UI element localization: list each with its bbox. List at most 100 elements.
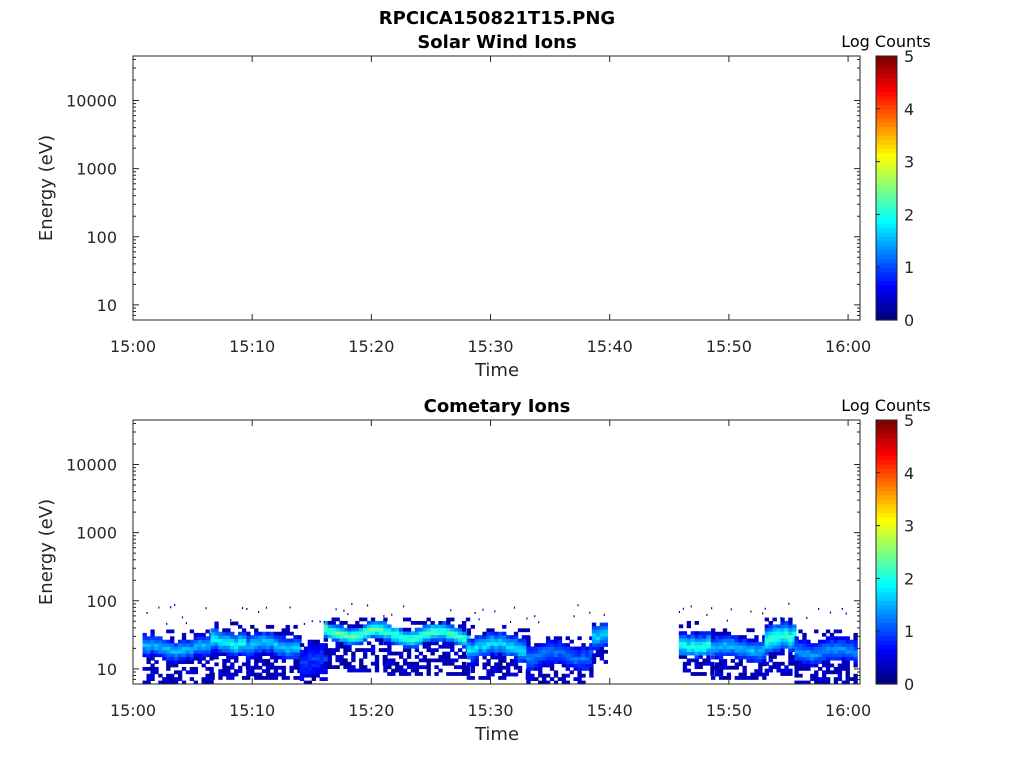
heat-cell xyxy=(399,634,404,639)
plot-frame xyxy=(132,419,861,685)
heat-cell xyxy=(490,665,495,670)
heat-cell xyxy=(426,627,431,632)
heat-cell xyxy=(391,668,396,673)
heat-cell xyxy=(825,677,831,681)
heat-cell xyxy=(538,621,540,624)
heat-cell xyxy=(526,660,531,664)
heat-cell xyxy=(849,646,854,651)
heat-cell xyxy=(494,669,499,674)
heat-cell xyxy=(542,646,547,651)
heat-cell xyxy=(258,641,263,646)
heat-cell xyxy=(258,665,263,670)
heat-cell xyxy=(526,646,531,651)
heat-cell xyxy=(821,670,827,675)
heat-cell xyxy=(694,655,699,659)
heat-cell xyxy=(359,641,364,646)
heat-cell xyxy=(450,658,455,663)
heat-cell xyxy=(430,638,435,642)
heat-cell xyxy=(327,665,332,669)
colorbar-swatch xyxy=(876,293,897,299)
heat-cell xyxy=(482,631,487,636)
heat-cell xyxy=(825,660,831,664)
heat-cell xyxy=(355,668,360,673)
heat-cell xyxy=(426,638,431,642)
heat-cell xyxy=(297,669,302,674)
heat-cell xyxy=(517,659,523,663)
heat-cell xyxy=(678,648,684,653)
heat-cell xyxy=(226,676,231,680)
heat-cell xyxy=(299,643,305,647)
heat-cell xyxy=(258,648,263,653)
heat-cell xyxy=(363,651,368,656)
heat-cell xyxy=(142,680,147,685)
heat-cell xyxy=(181,666,187,671)
heat-cell xyxy=(281,655,286,660)
heat-cell xyxy=(193,646,198,651)
heat-cell xyxy=(714,635,720,639)
colorbar-swatch xyxy=(876,196,897,202)
heat-cell xyxy=(502,672,507,677)
heat-cell xyxy=(742,665,747,670)
heat-cell xyxy=(750,648,755,653)
heat-cell xyxy=(764,631,769,636)
heat-cell xyxy=(258,676,263,680)
colorbar-swatch xyxy=(876,289,897,295)
heat-cell xyxy=(261,652,267,656)
heat-cell xyxy=(434,624,439,629)
heat-cell xyxy=(250,652,255,656)
heat-cell xyxy=(841,680,846,685)
heat-cell xyxy=(714,652,720,656)
y-tick-label: 100 xyxy=(86,228,117,247)
heat-cell xyxy=(545,636,551,641)
heat-cell xyxy=(241,648,247,653)
heat-cell xyxy=(764,624,769,629)
heat-cell xyxy=(246,655,251,660)
heat-cell xyxy=(841,649,846,654)
heat-cell xyxy=(210,652,215,656)
heat-cell xyxy=(370,617,376,622)
heat-cell xyxy=(853,632,858,637)
heat-cell xyxy=(802,632,807,637)
heat-cell xyxy=(250,655,255,660)
heat-cell xyxy=(335,627,340,632)
heat-cell xyxy=(821,660,827,664)
heat-cell xyxy=(158,636,163,641)
heat-cell xyxy=(315,643,320,647)
heat-cell xyxy=(502,655,507,660)
heat-cell xyxy=(442,658,447,663)
heat-cell xyxy=(772,641,777,646)
heat-cell xyxy=(343,634,348,639)
heat-cell xyxy=(486,648,491,653)
heat-cell xyxy=(307,646,313,651)
heat-cell xyxy=(686,651,692,656)
heat-cell xyxy=(450,648,455,653)
panel-title: Cometary Ions xyxy=(424,396,571,417)
heat-cell xyxy=(347,641,352,646)
heat-cell xyxy=(726,652,732,656)
heat-cell xyxy=(772,624,777,629)
heat-cell xyxy=(517,645,523,650)
heat-cell xyxy=(734,638,739,643)
heat-cell xyxy=(418,620,424,625)
heat-cell xyxy=(603,629,608,634)
colorbar-swatch xyxy=(876,578,897,584)
heat-cell xyxy=(363,637,368,642)
heat-cell xyxy=(234,621,239,626)
colorbar-swatch xyxy=(876,210,897,215)
heat-cell xyxy=(265,606,268,609)
heat-cell xyxy=(690,648,695,653)
x-tick-label: 15:20 xyxy=(348,701,394,720)
heat-cell xyxy=(549,656,555,661)
heat-cell xyxy=(526,670,531,675)
heat-cell xyxy=(327,620,332,625)
heat-cell xyxy=(289,669,294,674)
heat-cell xyxy=(285,631,290,636)
heat-cell xyxy=(410,620,416,625)
heat-cell xyxy=(714,638,720,643)
heat-cell xyxy=(359,658,364,663)
heat-cell xyxy=(261,659,267,663)
heat-cell xyxy=(269,655,275,660)
heat-cell xyxy=(237,624,243,629)
heat-cell xyxy=(277,645,283,650)
heat-cell xyxy=(254,631,259,636)
